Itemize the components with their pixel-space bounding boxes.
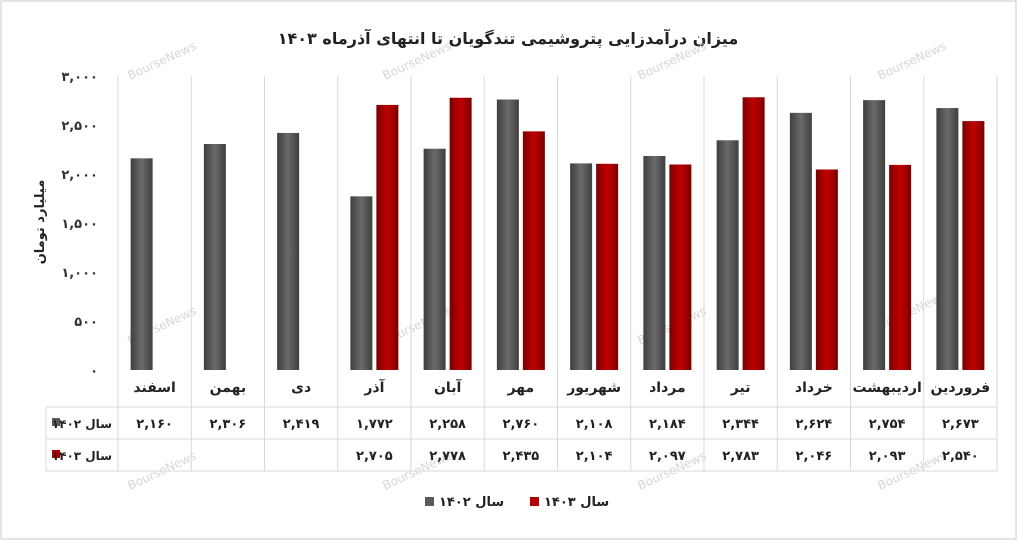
legend-swatch [425, 497, 434, 506]
table-cell: ۲,۳۴۴ [722, 417, 759, 432]
x-axis-labels: فروردین اردیبهشت خرداد تیر مرداد شهریور مهر آبا… [133, 378, 990, 396]
y-tick-label: ۲,۵۰۰ [61, 119, 98, 134]
bar-1403 [962, 121, 985, 370]
bar-1402 [423, 148, 446, 370]
table-cell: ۲,۶۷۳ [942, 417, 979, 432]
bar-1402 [130, 158, 153, 370]
table-cell: ۲,۴۳۵ [503, 449, 540, 464]
bar-1402 [203, 144, 226, 370]
table-cell: ۲,۷۷۸ [429, 449, 466, 464]
y-tick-label: ۰ [90, 364, 98, 379]
x-category-label: شهریور [566, 380, 621, 396]
y-axis-ticks: ۰ ۵۰۰ ۱,۰۰۰ ۱,۵۰۰ ۲,۰۰۰ ۲,۵۰۰ ۳,۰۰۰ [61, 70, 98, 379]
x-category-label: اردیبهشت [852, 380, 921, 396]
table-cell: ۲,۱۰۸ [576, 417, 613, 432]
table-cell: ۱,۷۷۲ [356, 417, 393, 432]
x-category-label: فروردین [931, 380, 991, 396]
legend-label: سال ۱۴۰۳ [544, 495, 609, 510]
table-legend-key [52, 450, 60, 458]
bar-1402 [570, 163, 593, 370]
x-category-label: آذر [363, 378, 385, 396]
bar-1403 [449, 97, 472, 371]
y-tick-label: ۳,۰۰۰ [61, 70, 98, 85]
table-cell: ۲,۷۸۳ [722, 449, 759, 464]
table-cell: ۲,۶۲۴ [796, 417, 833, 432]
y-axis-label: میلیارد تومان [33, 180, 48, 265]
legend-label: سال ۱۴۰۲ [439, 495, 504, 510]
bar-1402 [350, 196, 373, 370]
x-category-label: دی [291, 380, 311, 396]
table-cell: ۲,۷۵۴ [869, 417, 906, 432]
table-cell: ۲,۰۴۶ [796, 449, 833, 464]
x-category-label: آبان [434, 378, 462, 396]
table-legend-key [52, 418, 60, 426]
bar-1403 [596, 163, 619, 370]
table-cell: ۲,۷۶۰ [503, 417, 540, 432]
chart-title: میزان درآمدزایی پتروشیمی تندگویان تا انت… [278, 28, 738, 49]
bar-1402 [789, 112, 812, 371]
table-cell: ۲,۲۵۸ [429, 417, 466, 432]
x-category-label: اسفند [133, 380, 175, 396]
x-category-label: بهمن [210, 380, 246, 396]
table-cell: ۲,۰۹۷ [649, 449, 686, 464]
bar-1403 [815, 169, 838, 370]
bar-1402 [863, 100, 886, 370]
bar-1403 [376, 104, 399, 370]
bar-1402 [277, 132, 300, 370]
x-category-label: مهر [507, 380, 535, 396]
x-category-label: تیر [730, 380, 751, 396]
table-cell: ۲,۱۸۴ [649, 417, 686, 432]
table-cell: ۲,۵۴۰ [942, 449, 979, 464]
table-row-header: سال ۱۴۰۲ [52, 417, 112, 431]
table-cell: ۲,۴۱۹ [283, 417, 320, 432]
y-tick-label: ۲,۰۰۰ [61, 168, 98, 183]
x-category-label: مرداد [649, 380, 686, 396]
legend: سال ۱۴۰۳ سال ۱۴۰۲ [425, 495, 609, 510]
bar-1403 [889, 164, 912, 370]
table-row-header: سال ۱۴۰۳ [52, 449, 112, 463]
bar-1403 [669, 164, 692, 370]
table-cell: ۲,۳۰۶ [210, 417, 247, 432]
y-tick-label: ۵۰۰ [74, 315, 98, 330]
bars [130, 97, 985, 371]
category-grid [117, 76, 998, 471]
y-tick-label: ۱,۰۰۰ [61, 266, 98, 281]
table-cell: ۲,۱۶۰ [136, 417, 173, 432]
bar-1403 [742, 97, 765, 371]
legend-swatch [530, 497, 539, 506]
data-table: سال ۱۴۰۲ ۲,۶۷۳ ۲,۷۵۴ ۲,۶۲۴ ۲,۳۴۴ ۲,۱۸۴ ۲,۱۰۸ ۲,… [45, 406, 997, 472]
x-category-label: خرداد [795, 380, 833, 396]
table-cell: ۲,۷۰۵ [356, 449, 393, 464]
y-tick-label: ۱,۵۰۰ [61, 217, 98, 232]
bar-1402 [716, 140, 739, 370]
bar-1402 [496, 99, 519, 371]
table-cell: ۲,۱۰۴ [576, 449, 613, 464]
table-cell: ۲,۰۹۳ [869, 449, 906, 464]
bar-1403 [522, 131, 545, 370]
bar-1402 [643, 155, 666, 370]
bar-1402 [936, 108, 959, 371]
